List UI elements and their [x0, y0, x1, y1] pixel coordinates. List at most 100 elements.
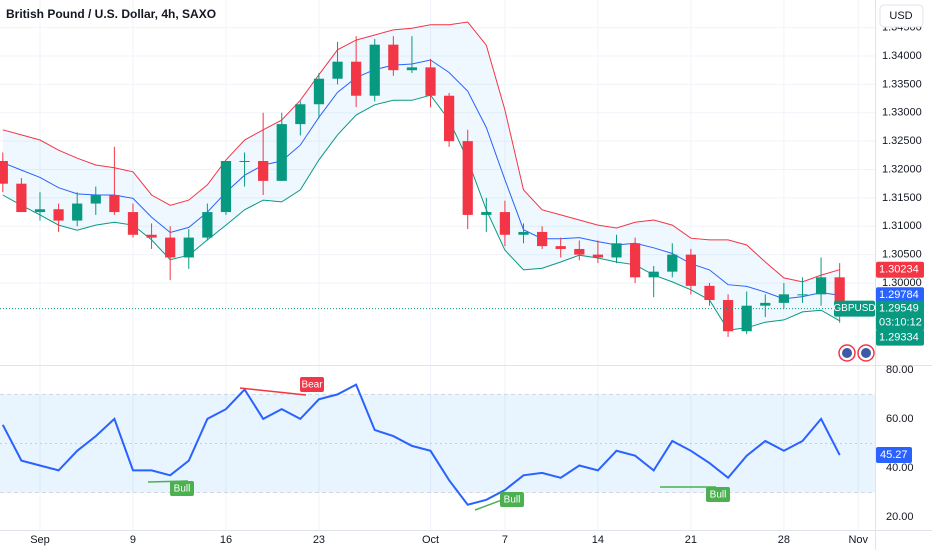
candle-body: [815, 277, 827, 295]
upper-band-value: 1.30234: [879, 264, 919, 276]
candle-body: [220, 160, 232, 213]
rsi-value-box: [876, 447, 912, 464]
upper-band: [2, 21, 840, 283]
candle-body: [16, 183, 27, 213]
candle-body: [629, 243, 641, 278]
y-tick-label: 1.33000: [882, 107, 922, 119]
y-tick-label: 40.00: [886, 462, 914, 474]
candle-body: [388, 44, 399, 71]
y-tick-label: 1.30500: [882, 249, 922, 261]
x-tick-label: 21: [685, 534, 697, 546]
candle-body: [239, 160, 250, 162]
candle-body: [481, 212, 492, 215]
currency-label[interactable]: USD: [889, 10, 912, 22]
candle-body: [611, 243, 622, 258]
candle-body: [369, 44, 380, 96]
candle-body: [536, 231, 548, 247]
event-icon-flag: [842, 348, 852, 358]
lower-band-value-box: [876, 329, 924, 346]
candle-body: [258, 160, 269, 181]
divergence-label: Bull: [174, 484, 191, 495]
x-tick-label: Sep: [30, 534, 50, 546]
divergence-line: [239, 387, 307, 396]
upper-band-value-box: [876, 261, 924, 278]
candle-body: [127, 212, 139, 235]
price-pane: [0, 21, 875, 337]
countdown: 03:10:12: [879, 316, 922, 328]
x-tick-label: Nov: [848, 534, 868, 546]
divergence-label: Bull: [504, 495, 521, 506]
candle-body: [444, 95, 455, 142]
candle-body: [741, 305, 752, 332]
candle-body: [722, 300, 734, 332]
candle-body: [555, 246, 566, 249]
x-tick-label: Oct: [422, 534, 439, 546]
x-tick-label: 23: [313, 534, 325, 546]
x-tick-label: 14: [592, 534, 604, 546]
candle-body: [313, 78, 325, 105]
candle-body: [351, 61, 362, 96]
divergence-box: [706, 487, 730, 502]
y-tick-label: 1.32000: [882, 163, 922, 175]
x-tick-label: 28: [778, 534, 790, 546]
symbol-label: GBPUSD: [833, 303, 875, 314]
x-tick-label: 9: [130, 534, 136, 546]
candle-body: [834, 277, 845, 309]
candle-body: [462, 141, 473, 215]
chart-title: British Pound / U.S. Dollar, 4h, SAXO: [6, 7, 216, 21]
divergence-label: Bear: [301, 380, 323, 391]
divergence-box: [500, 492, 524, 507]
candle-body: [667, 254, 678, 272]
candle-body: [592, 254, 604, 258]
candle-body: [406, 67, 418, 71]
candle-body: [425, 67, 436, 96]
y-tick-label: 80.00: [886, 364, 914, 376]
y-tick-label: 1.30000: [882, 277, 922, 289]
candle-body: [72, 203, 83, 221]
divergence-label: Bull: [710, 490, 727, 501]
y-tick-label: 20.00: [886, 511, 914, 523]
x-tick-label: 7: [502, 534, 508, 546]
candle-body: [704, 285, 715, 301]
candle-body: [34, 209, 46, 213]
candle-body: [202, 212, 213, 238]
lower-band: [2, 94, 840, 331]
last-price-box: [876, 300, 924, 331]
last-price: 1.29549: [879, 302, 919, 314]
candle-body: [0, 160, 8, 184]
rsi-value: 45.27: [880, 449, 908, 461]
candle-body: [332, 61, 343, 79]
middle-band-value-box: [876, 287, 924, 304]
candle-body: [778, 294, 789, 303]
candle-body: [648, 271, 659, 278]
y-tick-label: 1.31000: [882, 220, 922, 232]
candle-body: [295, 104, 306, 125]
middle-band-value: 1.29784: [879, 289, 919, 301]
candle-body: [109, 195, 120, 213]
event-icons: [838, 344, 875, 362]
y-tick-label: 1.31500: [882, 192, 922, 204]
symbol-box: [834, 300, 875, 317]
candle-body: [146, 234, 157, 238]
y-tick-label: 1.32500: [882, 135, 922, 147]
candle-body: [685, 254, 697, 286]
y-tick-label: 1.33500: [882, 78, 922, 90]
y-tick-label: 60.00: [886, 413, 914, 425]
candle-body: [797, 294, 808, 296]
divergence-box: [170, 481, 194, 496]
middle-band: [2, 59, 840, 300]
currency-button[interactable]: [879, 4, 924, 28]
candle-body: [53, 209, 64, 221]
candle-body: [276, 124, 287, 181]
candle-body: [183, 237, 194, 258]
rsi-pane: [0, 383, 875, 506]
candle-body: [90, 195, 101, 204]
x-tick-label: 16: [220, 534, 232, 546]
event-icon-flag: [861, 348, 871, 358]
candle-body: [760, 302, 771, 306]
candle-body: [518, 231, 529, 235]
y-tick-label: 1.34000: [882, 50, 922, 62]
